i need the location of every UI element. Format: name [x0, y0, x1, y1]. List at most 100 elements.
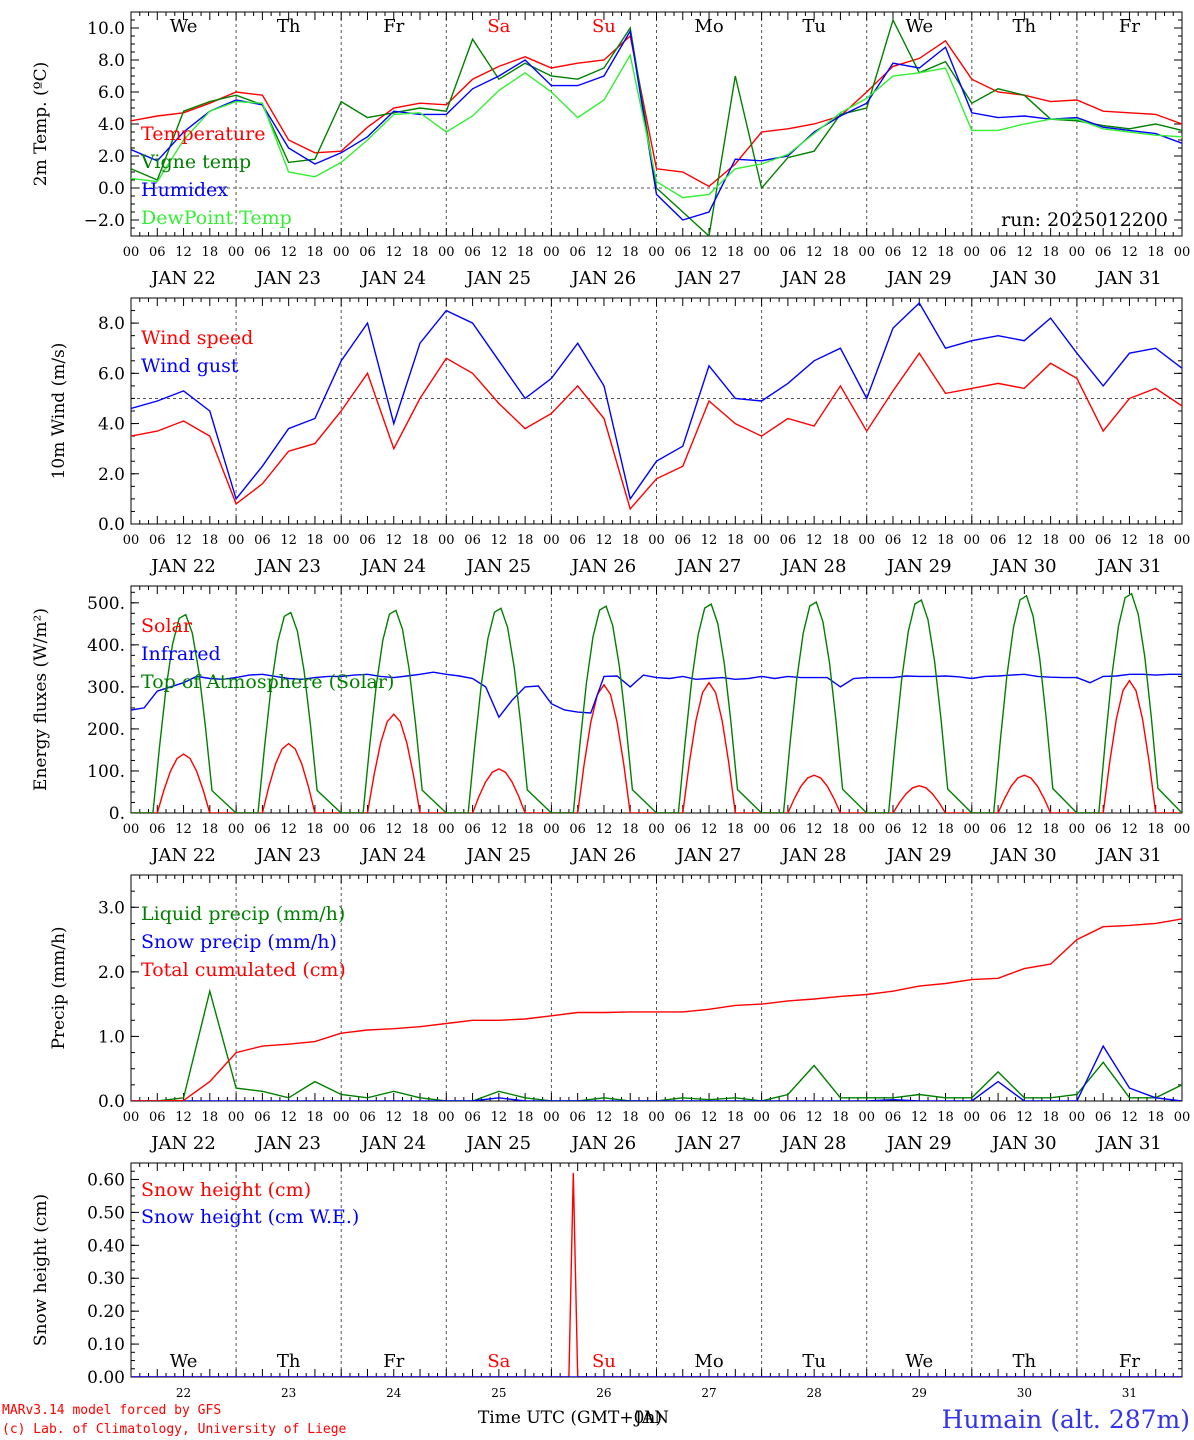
x-hour-label: 06 [359, 245, 376, 260]
x-hour-label: 00 [543, 245, 560, 260]
x-date-label: JAN 26 [570, 1133, 637, 1154]
x-hour-label: 00 [228, 533, 245, 548]
credit-line-1: MARv3.14 model forced by GFS [2, 1403, 221, 1418]
day-number-label: 24 [386, 1386, 402, 1400]
x-hour-label: 00 [438, 533, 455, 548]
x-hour-label: 18 [937, 245, 954, 260]
legend-entry: Snow precip (mm/h) [141, 931, 337, 953]
x-hour-label: 06 [780, 822, 797, 837]
series-line-vigne-temp [131, 18, 1182, 236]
legend-entry: Total cumulated (cm) [141, 959, 346, 981]
legend-entry: Humidex [141, 179, 228, 201]
series-line-wind-gust [131, 301, 1182, 501]
x-hour-label: 00 [964, 822, 981, 837]
x-hour-label: 00 [1069, 245, 1086, 260]
x-hour-label: 18 [307, 533, 324, 548]
x-hour-label: 06 [359, 1110, 376, 1125]
x-hour-label: 06 [149, 245, 166, 260]
weekday-label: Mo [694, 16, 723, 37]
y-tick-label: 0.40 [87, 1236, 125, 1256]
panel-1: 10.0 8.0 6.0 4.0 2.0 0.0 −2.0 2m Temp. (ºC) 00 06… [31, 11, 1190, 289]
x-date-label: JAN 31 [1095, 1133, 1162, 1154]
weekday-label: We [905, 16, 933, 37]
y-tick-label: 0.60 [87, 1170, 125, 1190]
x-hour-label: 18 [412, 1110, 429, 1125]
x-hour-label: 18 [517, 822, 534, 837]
station-name: Humain (alt. 287m) [942, 1405, 1190, 1434]
y-tick-label: 2.0 [98, 963, 125, 983]
x-hour-label: 12 [385, 822, 402, 837]
x-hour-label: 00 [543, 1110, 560, 1125]
x-hour-label: 18 [307, 245, 324, 260]
x-hour-label: 00 [333, 245, 350, 260]
x-date-label: JAN 28 [780, 268, 847, 289]
x-hour-label: 12 [1121, 533, 1138, 548]
x-date-label: JAN 28 [780, 556, 847, 577]
x-hour-label: 00 [753, 245, 770, 260]
weekday-label: Su [592, 1351, 616, 1372]
x-hour-label: 00 [1069, 533, 1086, 548]
x-date-label: JAN 24 [359, 268, 426, 289]
x-hour-label: 18 [937, 822, 954, 837]
x-hour-label: 18 [517, 533, 534, 548]
x-hour-label: 12 [596, 1110, 613, 1125]
x-date-label: JAN 30 [990, 1133, 1057, 1154]
x-hour-label: 12 [175, 822, 192, 837]
x-hour-label: 12 [806, 245, 823, 260]
weekday-label: Fr [383, 1351, 404, 1372]
legend-entry: Wind speed [141, 327, 253, 349]
x-hour-label: 06 [675, 533, 692, 548]
x-hour-label: 12 [596, 245, 613, 260]
x-date-label: JAN 23 [254, 556, 321, 577]
x-hour-label: 18 [412, 822, 429, 837]
weekday-label: We [905, 1351, 933, 1372]
day-number-label: 31 [1122, 1386, 1137, 1400]
weekday-label: Su [592, 16, 616, 37]
weekday-label: Tu [802, 16, 826, 37]
x-hour-label: 06 [1095, 1110, 1112, 1125]
y-tick-label: 2.0 [98, 147, 125, 167]
y-axis-label: Energy fluxes (W/m²) [31, 608, 51, 791]
x-hour-label: 00 [438, 245, 455, 260]
weekday-label: Th [277, 1351, 301, 1372]
credit-line-2: (c) Lab. of Climatology, University of L… [2, 1422, 347, 1437]
x-date-label: JAN 27 [675, 845, 742, 866]
x-date-label: JAN 31 [1095, 268, 1162, 289]
x-hour-label: 00 [1069, 822, 1086, 837]
x-hour-label: 00 [543, 533, 560, 548]
x-hour-label: 06 [569, 1110, 586, 1125]
x-hour-label: 12 [280, 245, 297, 260]
x-hour-label: 18 [937, 1110, 954, 1125]
y-tick-label: 300. [87, 678, 125, 698]
x-hour-label: 00 [228, 822, 245, 837]
panel-2: 8.0 6.0 4.0 2.0 0.0 10m Wind (m/s) 00 06 12 18 JAN… [49, 297, 1190, 577]
x-hour-label: 00 [123, 245, 140, 260]
x-hour-label: 12 [911, 245, 928, 260]
y-tick-label: 0.0 [98, 179, 125, 199]
x-hour-label: 12 [1016, 1110, 1033, 1125]
x-hour-label: 00 [543, 822, 560, 837]
y-tick-label: 200. [87, 720, 125, 740]
x-hour-label: 18 [727, 245, 744, 260]
series-line-infrared [131, 671, 1182, 719]
series-line-dewpoint-temp [131, 53, 1182, 199]
x-hour-label: 00 [964, 245, 981, 260]
x-hour-label: 00 [648, 1110, 665, 1125]
y-tick-label: 8.0 [98, 51, 125, 71]
x-hour-label: 00 [333, 1110, 350, 1125]
x-hour-label: 06 [569, 533, 586, 548]
x-date-label: JAN 28 [780, 1133, 847, 1154]
weekday-label: Mo [694, 1351, 723, 1372]
x-hour-label: 06 [675, 822, 692, 837]
x-hour-label: 12 [280, 1110, 297, 1125]
x-hour-label: 12 [806, 822, 823, 837]
legend-entry: Wind gust [141, 355, 239, 377]
x-hour-label: 12 [1016, 822, 1033, 837]
x-hour-label: 18 [622, 245, 639, 260]
x-hour-label: 18 [832, 1110, 849, 1125]
x-date-label: JAN 25 [465, 556, 532, 577]
series-line-total-cumulated-cm- [131, 918, 1182, 1101]
y-tick-label: 0.30 [87, 1269, 125, 1289]
y-tick-label: 0.0 [98, 1092, 125, 1112]
